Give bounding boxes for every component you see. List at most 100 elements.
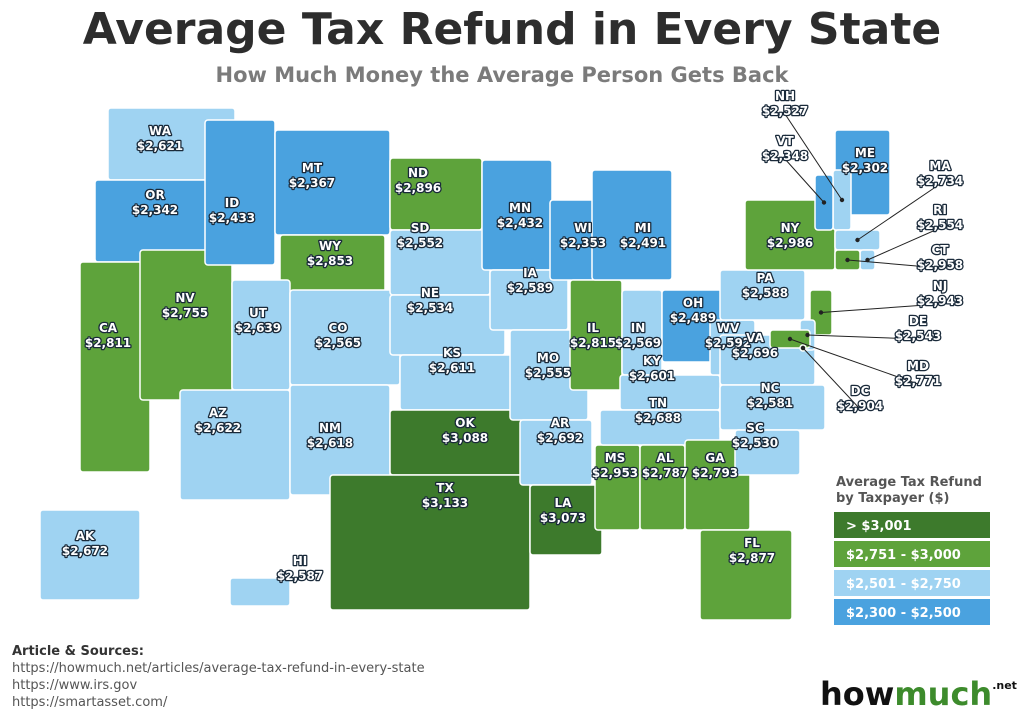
logo-tld: .net: [992, 679, 1017, 692]
state-value: $2,588: [742, 286, 788, 300]
state-abbr: LA: [555, 496, 573, 510]
state-abbr: RI: [933, 203, 947, 217]
state-value: $2,621: [137, 139, 183, 153]
state-abbr: SD: [411, 221, 430, 235]
state-value: $2,302: [842, 161, 888, 175]
state-abbr: WV: [717, 321, 740, 335]
callout-dot: [800, 345, 806, 351]
state-value: $2,904: [837, 399, 883, 413]
logo: howmuch.net: [820, 675, 1017, 713]
state-abbr: DE: [909, 314, 927, 328]
legend-label: > $3,001: [846, 519, 912, 534]
state-abbr: AK: [76, 529, 95, 543]
logo-much: much: [894, 675, 992, 713]
state-value: $2,943: [917, 294, 963, 308]
callout-dot: [805, 332, 810, 338]
callout-dot: [787, 336, 793, 342]
callout-dot: [818, 310, 824, 315]
source-link: https://www.irs.gov: [12, 678, 138, 693]
source-link: https://smartasset.com/: [12, 695, 168, 710]
state-shape: [569, 279, 623, 391]
state-value: $2,348: [762, 149, 808, 163]
state-value: $2,592: [705, 336, 751, 350]
state-value: $2,353: [560, 236, 606, 250]
legend-title: by Taxpayer ($): [836, 491, 950, 506]
state-value: $2,853: [307, 254, 353, 268]
callout-line: [784, 113, 843, 201]
state-abbr: MN: [509, 201, 531, 215]
state-abbr: CO: [328, 321, 347, 335]
state-abbr: OR: [145, 188, 164, 202]
callout-line: [857, 183, 941, 241]
legend-swatch: [834, 570, 990, 596]
state-abbr: AR: [551, 416, 570, 430]
state-value: $2,367: [289, 176, 335, 190]
state-value: $2,565: [315, 336, 361, 350]
callout-line: [867, 227, 941, 261]
state-abbr: MT: [302, 161, 323, 175]
legend-label: $2,501 - $2,750: [846, 577, 961, 592]
state-abbr: ND: [408, 166, 428, 180]
state-value: $2,552: [397, 236, 443, 250]
state-abbr: FL: [744, 536, 760, 550]
legend-label: $2,300 - $2,500: [846, 606, 961, 621]
state-shape: [139, 249, 233, 401]
state-value: $3,133: [422, 496, 468, 510]
state-value: $2,787: [642, 466, 688, 480]
state-value: $2,433: [209, 211, 255, 225]
state-value: $2,581: [747, 396, 793, 410]
state-shape: [734, 429, 801, 476]
state-shape: [481, 159, 553, 271]
callouts: [784, 113, 941, 410]
callout-line: [789, 338, 919, 385]
state-value: $2,811: [85, 336, 131, 350]
legend-swatch: [834, 599, 990, 625]
state-abbr: NH: [775, 89, 795, 103]
state-value: $2,639: [235, 321, 281, 335]
state-abbr: HI: [293, 554, 308, 568]
state-value: $2,755: [162, 306, 208, 320]
state-value: $2,877: [729, 551, 775, 565]
state-value: $2,734: [917, 174, 963, 188]
state-value: $2,815: [570, 336, 616, 350]
state-value: $2,958: [917, 258, 963, 272]
state-value: $2,587: [277, 569, 323, 583]
state-value: $2,692: [537, 431, 583, 445]
state-abbr: CA: [99, 321, 118, 335]
source-link: https://howmuch.net/articles/average-tax…: [12, 661, 425, 676]
state-labels: WA$2,621 OR$2,342 CA$2,811 NV$2,755 ID$2,433…: [61, 88, 965, 585]
state-abbr: PA: [757, 271, 775, 285]
title: Average Tax Refund in Every State: [83, 4, 941, 55]
state-abbr: NE: [421, 286, 439, 300]
callout-dot: [839, 197, 845, 203]
state-abbr: OH: [683, 296, 703, 310]
state-value: $2,611: [429, 361, 475, 375]
state-abbr: NJ: [933, 279, 948, 293]
state-abbr: NC: [761, 381, 780, 395]
state-abbr: IA: [523, 266, 537, 280]
state-abbr: TN: [649, 396, 667, 410]
state-abbr: MA: [929, 159, 951, 173]
state-value: $2,569: [615, 336, 661, 350]
state-value: $2,491: [620, 236, 666, 250]
callout-line: [820, 303, 941, 313]
state-abbr: CT: [932, 243, 950, 257]
state-value: $2,986: [767, 236, 813, 250]
state-value: $2,696: [732, 346, 778, 360]
state-abbr: SC: [746, 421, 764, 435]
legend-title: Average Tax Refund: [836, 475, 982, 490]
state-value: $2,953: [592, 466, 638, 480]
state-shape: [699, 529, 793, 621]
state-abbr: VT: [776, 134, 794, 148]
legend: > $3,001 $2,751 - $3,000 $2,501 - $2,750 $2…: [834, 512, 990, 625]
state-value: $2,589: [507, 281, 553, 295]
legend-label: $2,751 - $3,000: [846, 548, 961, 563]
state-value: $2,432: [497, 216, 543, 230]
state-value: $2,771: [895, 374, 941, 388]
callout-dot: [865, 257, 870, 263]
state-shape: [229, 577, 291, 607]
callout-line: [847, 259, 941, 269]
state-abbr: AL: [657, 451, 674, 465]
state-abbr: MD: [907, 359, 929, 373]
state-abbr: WY: [319, 239, 341, 253]
